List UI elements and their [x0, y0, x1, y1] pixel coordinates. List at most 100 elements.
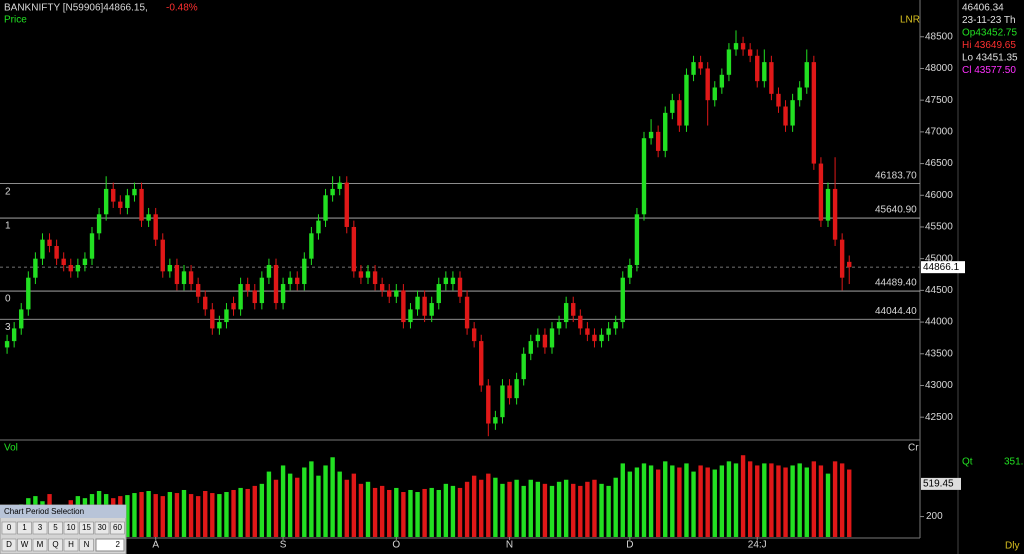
candle-body [408, 309, 413, 323]
candle-body [740, 43, 746, 50]
period-button-label[interactable]: Q [52, 540, 58, 549]
candle-body [776, 93, 781, 107]
volume-bar [677, 467, 682, 537]
volume-bar [811, 461, 817, 537]
period-input[interactable] [95, 538, 125, 552]
volume-bar [365, 481, 371, 537]
volume-bar [670, 465, 675, 537]
y-tick-label: 45000 [925, 253, 953, 264]
period-button-label[interactable]: 60 [113, 523, 122, 532]
volume-bar [280, 465, 286, 537]
period-button[interactable] [1, 538, 17, 552]
y-tick-label: 47500 [925, 95, 953, 106]
y-tick-label: 43500 [925, 348, 953, 359]
volume-bar [620, 463, 625, 537]
level-tag: 2 [5, 186, 11, 197]
volume-bar [585, 481, 590, 537]
volume-bar [379, 485, 385, 537]
volume-bar [210, 493, 215, 537]
candle-body [500, 385, 505, 418]
period-button-label[interactable]: 10 [67, 523, 76, 532]
volume-bar [132, 493, 137, 537]
period-input-value[interactable]: 2 [116, 540, 121, 549]
candle-body [514, 379, 519, 399]
candle-body [677, 100, 682, 126]
volume-bar [592, 479, 597, 537]
period-button[interactable] [48, 538, 63, 552]
period-button-label[interactable]: H [68, 540, 74, 549]
candle-body [620, 277, 625, 323]
period-button[interactable] [63, 521, 79, 535]
level-label: 45640.90 [875, 205, 917, 216]
candle-body [33, 258, 38, 278]
level-label: 44044.40 [875, 306, 917, 317]
period-button[interactable] [94, 521, 110, 535]
candle-body [153, 214, 158, 240]
y-tick-label: 43000 [925, 380, 953, 391]
candle-body [790, 100, 795, 126]
candle-body [839, 239, 845, 278]
candle-body [592, 334, 597, 342]
period-button[interactable] [79, 521, 94, 535]
volume-bar [571, 483, 576, 537]
candle-body [231, 303, 236, 310]
volume-bar [217, 494, 222, 537]
volume-bar [323, 465, 328, 537]
volume-bar [351, 473, 357, 537]
candle-body [634, 214, 640, 266]
volume-bar [174, 493, 180, 537]
y-tick-label: 44500 [925, 285, 953, 296]
candle-body [167, 265, 173, 272]
level-tag: 1 [5, 221, 11, 232]
period-button-label[interactable]: 1 [22, 523, 27, 532]
volume-bar [726, 461, 732, 537]
volume-bar [839, 463, 845, 537]
volume-bar [740, 455, 746, 537]
candle-body [783, 106, 788, 126]
period-button[interactable] [1, 521, 17, 535]
period-button-label[interactable]: D [6, 540, 12, 549]
period-button[interactable] [63, 538, 79, 552]
period-button-label[interactable]: 0 [7, 523, 12, 532]
period-button[interactable] [110, 521, 125, 535]
candle-body [337, 182, 342, 189]
candle-body [252, 290, 257, 304]
info-line: Hi 43649.65 [962, 40, 1016, 51]
level-label: 44489.40 [875, 278, 917, 289]
volume-bar [755, 465, 760, 537]
volume-bar [776, 465, 781, 537]
period-button-label[interactable]: W [21, 540, 29, 549]
volume-bar [563, 479, 569, 537]
period-button[interactable] [32, 521, 48, 535]
volume-bar [818, 465, 824, 537]
candle-body [146, 214, 151, 221]
candle-body [832, 188, 838, 240]
period-button[interactable] [32, 538, 48, 552]
volume-bar [719, 465, 725, 537]
period-button[interactable] [79, 538, 94, 552]
period-button-label[interactable]: 3 [38, 523, 43, 532]
period-button-label[interactable]: 15 [82, 523, 91, 532]
period-button[interactable] [48, 521, 63, 535]
x-tick-label: 24:J [748, 540, 767, 551]
period-button-label[interactable]: 5 [53, 523, 58, 532]
candle-body [648, 131, 654, 139]
candle-body [11, 328, 17, 342]
candle-body [578, 315, 583, 329]
volume-bar [783, 467, 788, 537]
period-button-label[interactable]: N [84, 540, 90, 549]
candle-body [61, 258, 66, 266]
period-button[interactable] [17, 521, 32, 535]
period-button-label[interactable]: M [37, 540, 44, 549]
candle-body [188, 271, 194, 285]
candle-body [719, 74, 725, 88]
volume-bar [287, 473, 293, 537]
volume-bar [556, 481, 562, 537]
candle-body [479, 341, 484, 386]
volume-bar [203, 491, 208, 537]
volume-bar [401, 492, 406, 537]
period-button-label[interactable]: 30 [98, 523, 107, 532]
period-button[interactable] [17, 538, 32, 552]
volume-bar [507, 481, 512, 537]
candle-body [493, 417, 498, 424]
